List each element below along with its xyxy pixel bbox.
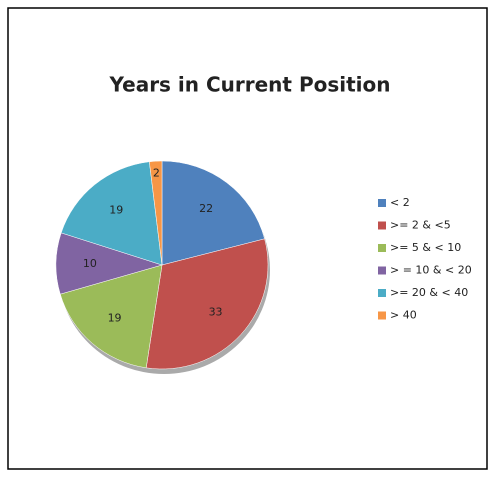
chart-border (7, 7, 488, 470)
legend-swatch (378, 244, 386, 252)
legend-label: > 40 (390, 309, 417, 322)
data-label: 19 (108, 311, 122, 324)
legend-swatch (378, 311, 386, 320)
data-label: 33 (209, 305, 223, 318)
legend-swatch (378, 289, 386, 297)
data-label: 10 (83, 257, 97, 270)
legend-swatch (378, 199, 386, 207)
legend-swatch (378, 221, 386, 230)
pie-slice (59, 264, 163, 369)
pie-slice (145, 238, 269, 370)
legend-label: >= 20 & < 40 (390, 286, 468, 299)
legend-label: >= 2 & <5 (390, 219, 451, 232)
data-label: 2 (153, 167, 160, 180)
legend-swatch (378, 266, 386, 275)
legend-label: >= 5 & < 10 (390, 241, 461, 254)
pie-slice (161, 160, 265, 266)
legend-label: < 2 (390, 196, 410, 209)
pie-slice (149, 160, 163, 266)
legend-label: > = 10 & < 20 (390, 264, 472, 277)
data-label: 22 (199, 202, 213, 215)
pie-slice (60, 161, 163, 266)
chart-title: Years in Current Position (108, 73, 390, 97)
data-label: 19 (109, 203, 123, 216)
